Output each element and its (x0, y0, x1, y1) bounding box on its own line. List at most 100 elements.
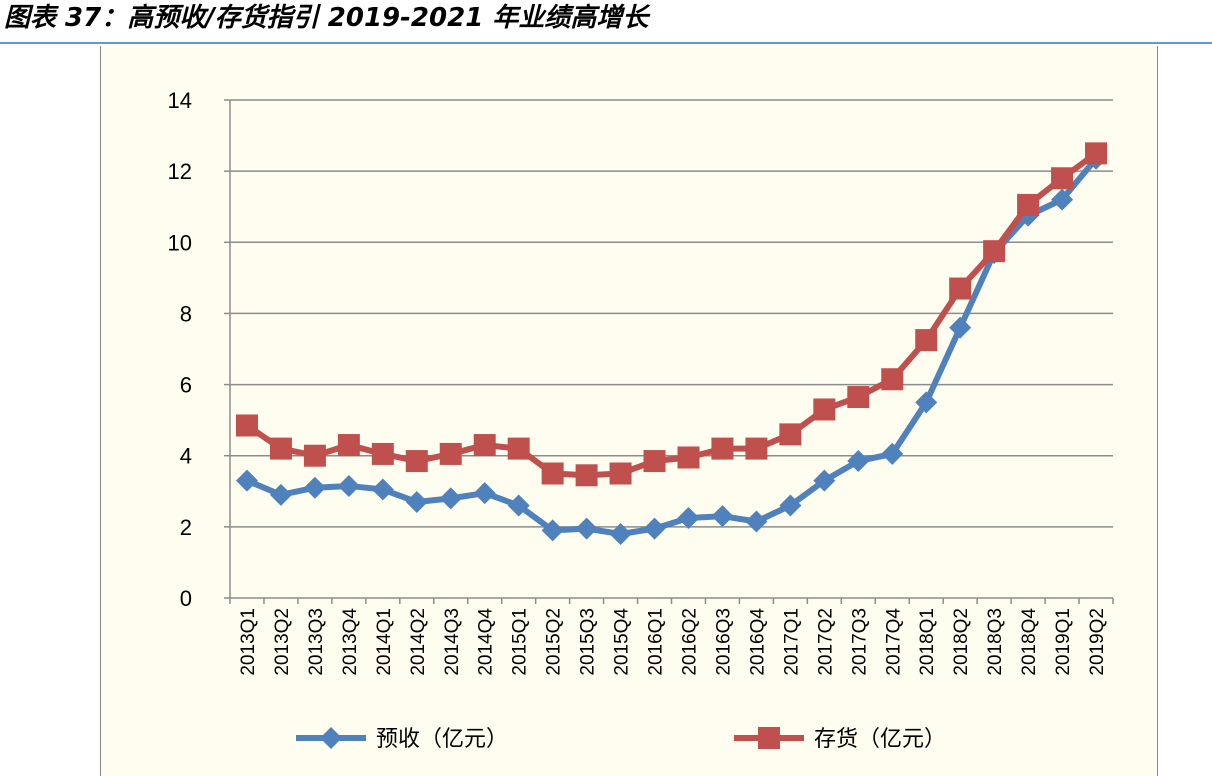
series-group (235, 142, 1108, 545)
data-point-diamond (575, 517, 598, 540)
x-tick-label: 2015Q1 (510, 608, 531, 676)
data-point-diamond (507, 494, 530, 517)
data-point-square (609, 462, 632, 485)
series-1 (235, 147, 1108, 545)
data-point-square (303, 444, 326, 467)
x-tick-label: 2013Q3 (306, 608, 327, 676)
x-tick-label: 2017Q2 (815, 608, 836, 676)
x-tick-label: 2018Q1 (917, 608, 938, 676)
data-point-square (983, 240, 1006, 263)
x-tick-label: 2017Q1 (781, 608, 802, 676)
data-point-square (1085, 142, 1108, 165)
y-tick-label: 4 (180, 444, 192, 469)
x-tick-label: 2014Q3 (442, 608, 463, 676)
data-point-square (507, 437, 530, 460)
data-point-square (745, 437, 768, 460)
data-point-square (371, 442, 394, 465)
x-tick-label: 2014Q1 (374, 608, 395, 676)
data-point-square (813, 398, 836, 421)
x-tick-label: 2018Q4 (1019, 608, 1040, 676)
y-tick-label: 14 (168, 88, 192, 113)
legend-label: 预收（亿元） (376, 727, 508, 752)
x-tick-label: 2013Q4 (340, 608, 361, 676)
x-tick-label: 2014Q2 (408, 608, 429, 676)
x-tick-label: 2016Q3 (713, 608, 734, 676)
data-point-diamond (677, 506, 700, 529)
data-point-square (915, 329, 938, 352)
data-point-diamond (337, 474, 360, 497)
data-point-square (779, 423, 802, 446)
data-point-square (643, 450, 666, 473)
x-tick-label: 2015Q3 (578, 608, 599, 676)
x-tick-label: 2014Q4 (476, 608, 497, 676)
title-divider (0, 42, 1212, 44)
y-tick-label: 2 (180, 515, 192, 540)
data-point-square (405, 450, 428, 473)
data-point-diamond (915, 391, 938, 414)
data-point-diamond (371, 478, 394, 501)
data-point-diamond (813, 469, 836, 492)
data-point-diamond (439, 487, 462, 510)
data-point-square (711, 437, 734, 460)
data-point-diamond (269, 483, 292, 506)
figure-title: 图表 37：高预收/存货指引 2019-2021 年业绩高增长 (4, 3, 649, 33)
x-tick-label: 2015Q2 (544, 608, 565, 676)
data-point-square (847, 386, 870, 409)
series-2 (235, 142, 1108, 487)
data-point-square (949, 277, 972, 300)
data-point-diamond (405, 490, 428, 513)
x-tick-label: 2013Q1 (238, 608, 259, 676)
series-line (245, 156, 1099, 537)
y-tick-label: 0 (180, 586, 192, 611)
data-point-diamond (235, 469, 258, 492)
y-tick-label: 10 (168, 230, 192, 255)
data-point-diamond (1051, 188, 1074, 211)
data-point-diamond (779, 494, 802, 517)
data-point-diamond (847, 450, 870, 473)
data-point-diamond (303, 476, 326, 499)
data-point-diamond (711, 505, 734, 528)
legend-item-1: 预收（亿元） (296, 727, 508, 752)
y-tick-label: 12 (168, 159, 192, 184)
x-tick-label: 2019Q2 (1087, 608, 1108, 676)
data-point-diamond (745, 510, 768, 533)
data-point-square (269, 437, 292, 460)
data-point-diamond (541, 519, 564, 542)
data-point-square (337, 434, 360, 457)
x-tick-label: 2018Q3 (985, 608, 1006, 676)
y-tick-label: 6 (180, 373, 192, 398)
x-tick-label: 2017Q4 (883, 608, 904, 676)
data-point-square (235, 414, 258, 437)
x-axis-ticks: 2013Q1 2013Q2 2013Q3 2013Q4 2014Q1 2014Q2 2014… (238, 608, 1108, 676)
x-tick-label: 2018Q2 (951, 608, 972, 676)
x-tick-label: 2016Q4 (747, 608, 768, 676)
axes (224, 99, 1114, 604)
x-tick-label: 2016Q1 (646, 608, 667, 676)
x-tick-label: 2015Q4 (612, 608, 633, 676)
legend-label: 存货（亿元） (814, 727, 946, 752)
y-tick-label: 8 (180, 301, 192, 326)
x-tick-label: 2019Q1 (1053, 608, 1074, 676)
data-point-square (881, 368, 904, 391)
data-point-square (1017, 193, 1040, 216)
x-tick-label: 2013Q2 (272, 608, 293, 676)
data-point-square (439, 442, 462, 465)
x-tick-label: 2017Q3 (849, 608, 870, 676)
data-point-square (575, 464, 598, 487)
y-axis-ticks: 0 2 4 6 8 10 12 14 (168, 88, 192, 611)
data-point-diamond (949, 316, 972, 339)
legend-item-2: 存货（亿元） (734, 727, 946, 752)
data-point-diamond (473, 482, 496, 505)
legend-marker-diamond (320, 727, 342, 749)
data-point-square (1051, 167, 1074, 190)
data-point-diamond (881, 442, 904, 465)
data-point-square (541, 462, 564, 485)
legend: 预收（亿元） 存货（亿元） (296, 727, 946, 752)
x-tick-label: 2016Q2 (679, 608, 700, 676)
chart-frame (100, 46, 1158, 776)
data-point-diamond (643, 517, 666, 540)
legend-marker-square (758, 727, 780, 749)
grid-lines (230, 99, 1113, 528)
data-point-diamond (609, 522, 632, 545)
